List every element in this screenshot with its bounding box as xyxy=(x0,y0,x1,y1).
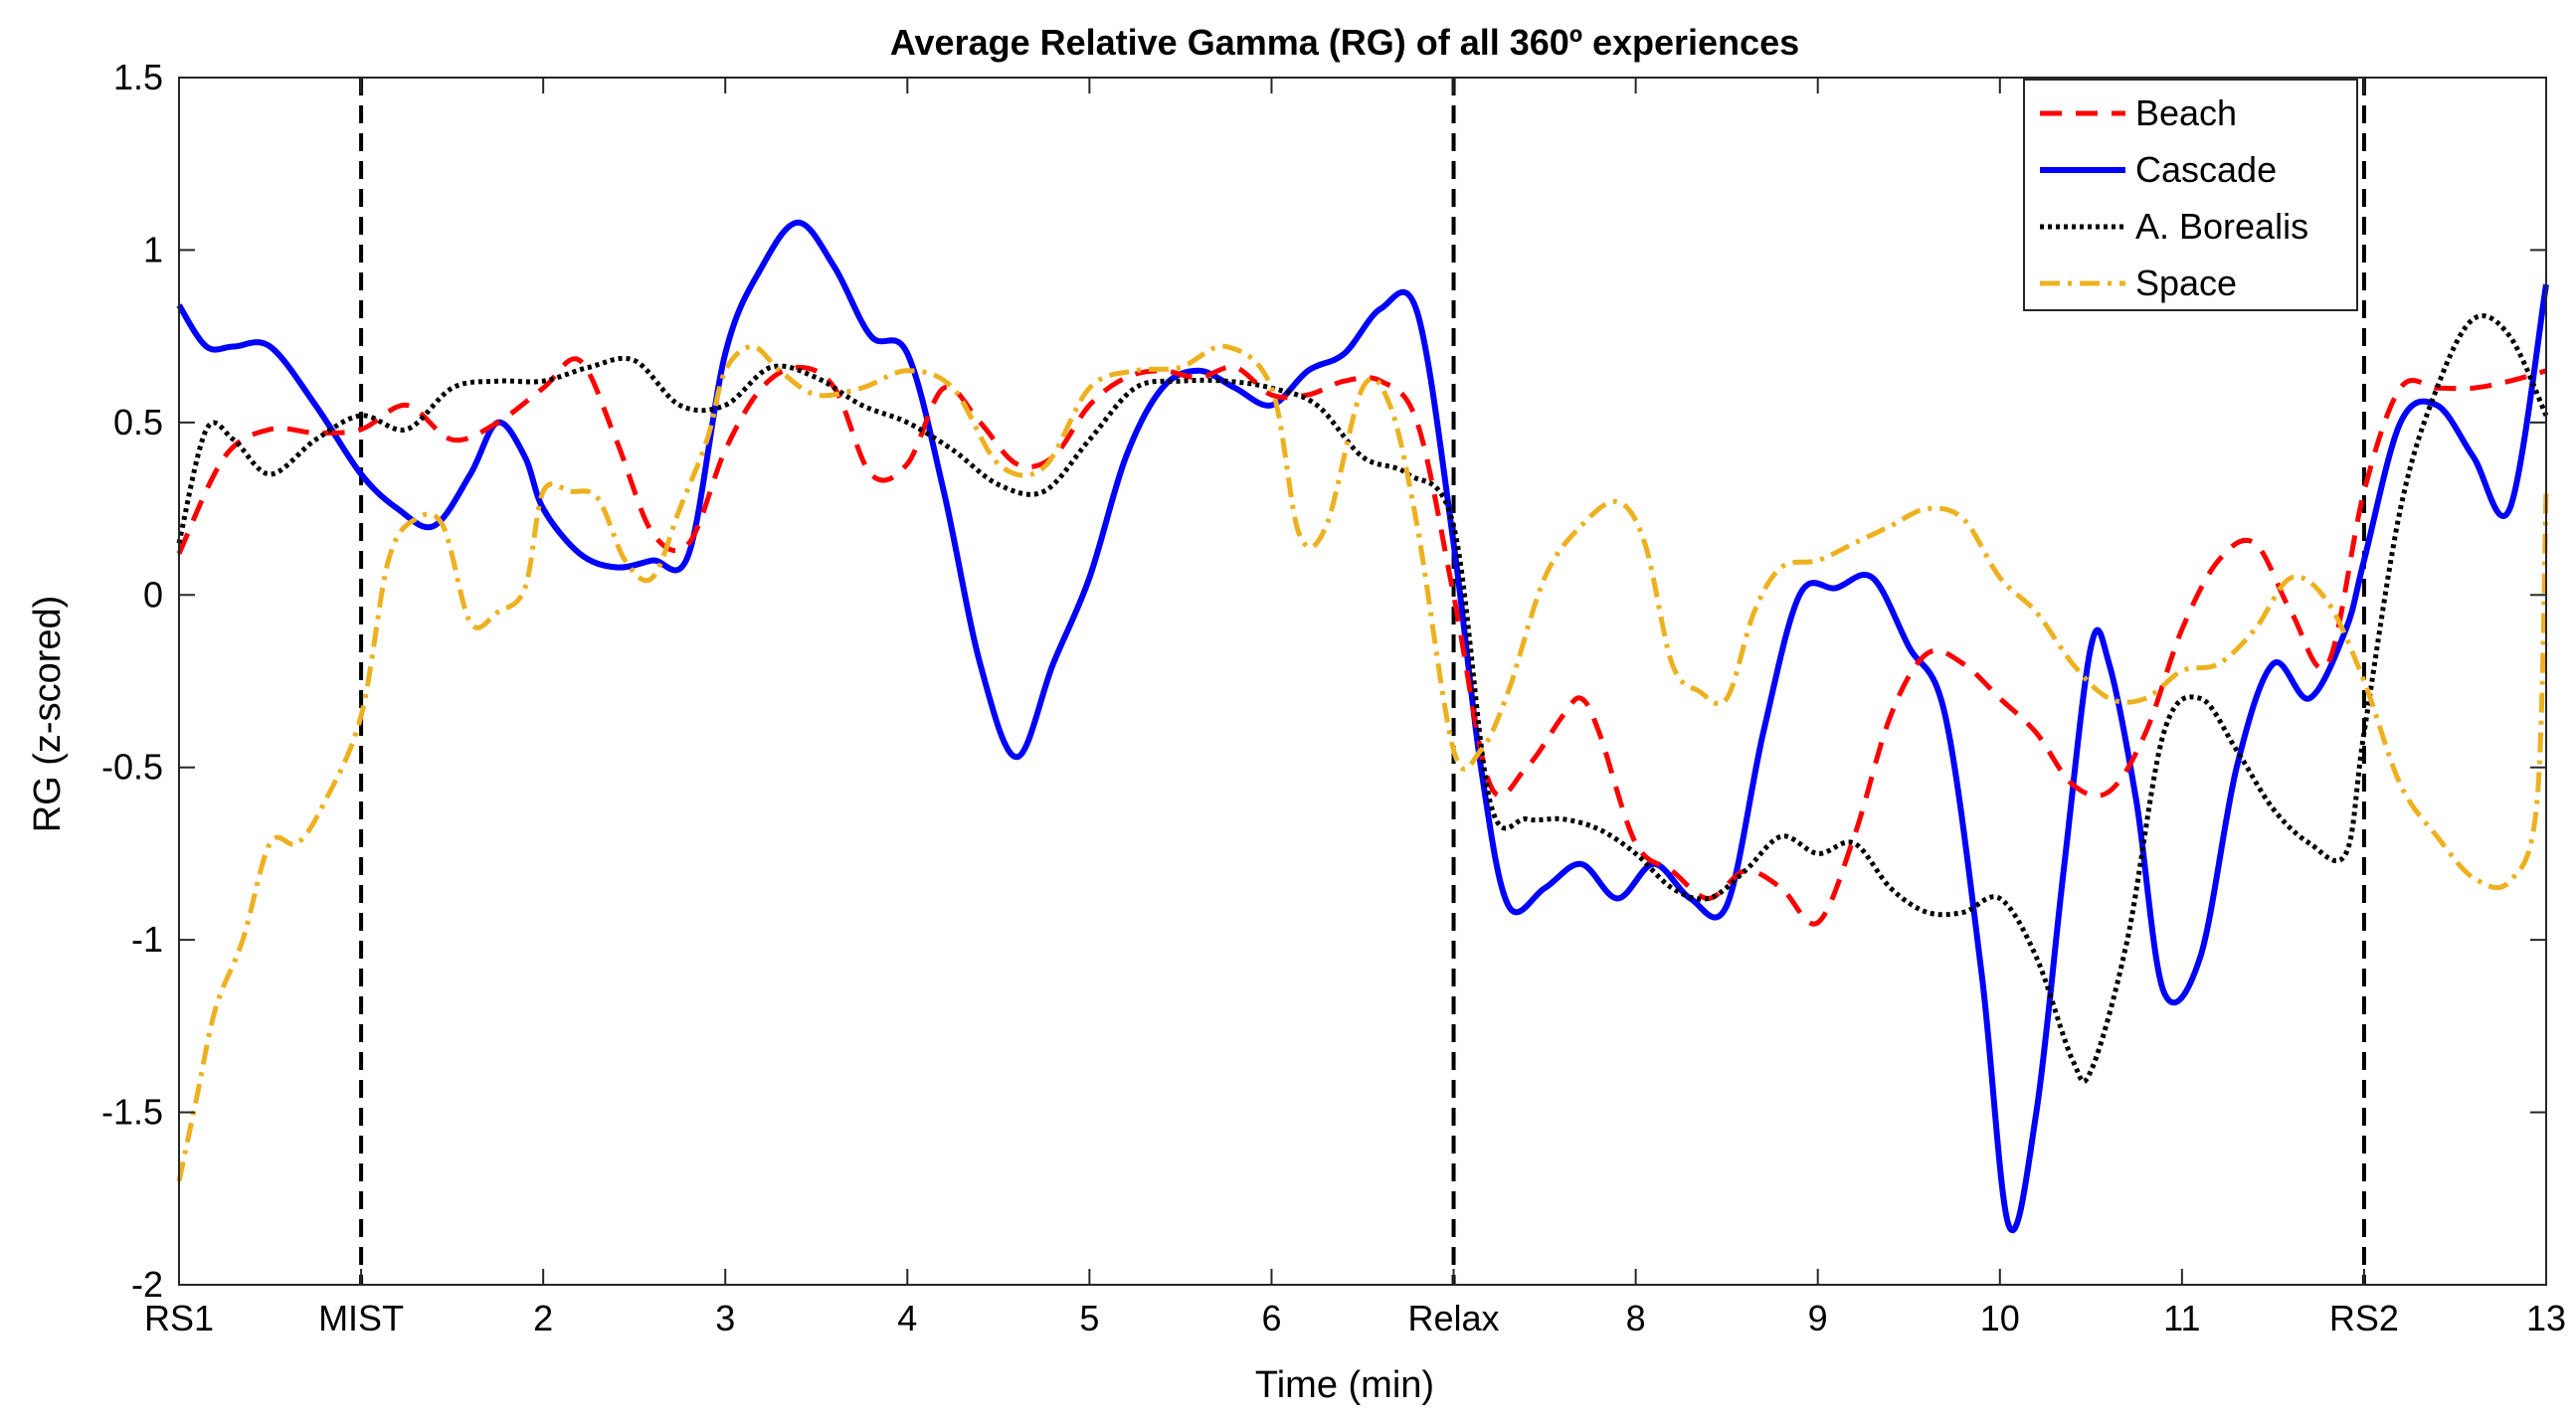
x-tick-label: 10 xyxy=(1980,1298,2020,1338)
x-tick-label: 2 xyxy=(533,1298,553,1338)
legend-label: Space xyxy=(2135,263,2237,303)
x-tick-label: Relax xyxy=(1408,1298,1500,1338)
y-tick-label: 0 xyxy=(143,574,163,615)
y-tick-label: 1 xyxy=(143,229,163,269)
x-tick-label: 8 xyxy=(1626,1298,1646,1338)
legend-label: Cascade xyxy=(2135,149,2277,190)
x-tick-label: RS1 xyxy=(144,1298,214,1338)
x-tick-label: 6 xyxy=(1261,1298,1281,1338)
reference-lines xyxy=(359,78,2366,1285)
plot-area-frame xyxy=(178,77,2547,1286)
x-tick-label: 3 xyxy=(715,1298,735,1338)
y-tick-label: -2 xyxy=(131,1264,163,1305)
x-tick-label: RS2 xyxy=(2329,1298,2399,1338)
y-tick-label: -1.5 xyxy=(101,1092,163,1133)
legend-box xyxy=(2023,79,2358,311)
x-tick-label: 4 xyxy=(897,1298,917,1338)
legend-label: Beach xyxy=(2135,92,2237,133)
y-tick-label: 0.5 xyxy=(113,402,163,443)
y-axis-label: RG (z-scored) xyxy=(27,596,69,833)
y-tick-label: 1.5 xyxy=(113,57,163,97)
series-line-beach xyxy=(176,356,2547,927)
legend-label: A. Borealis xyxy=(2135,206,2308,247)
data-series xyxy=(176,219,2549,1233)
y-tick-label: -1 xyxy=(131,919,163,960)
x-axis-label: Time (min) xyxy=(1255,1364,1434,1406)
x-tick-label: 11 xyxy=(2163,1298,2200,1338)
x-tick-label: 9 xyxy=(1808,1298,1828,1338)
series-line-a-borealis xyxy=(176,313,2549,1085)
x-tick-label: MIST xyxy=(318,1298,404,1338)
chart-title: Average Relative Gamma (RG) of all 360º … xyxy=(890,22,1799,63)
series-line-space xyxy=(176,343,2549,1182)
y-tick-label: -0.5 xyxy=(101,747,163,788)
x-tick-label: 5 xyxy=(1079,1298,1099,1338)
legend: Beach Cascade A. Borealis Space xyxy=(2023,79,2358,311)
x-tick-label: 13 xyxy=(2526,1298,2566,1338)
